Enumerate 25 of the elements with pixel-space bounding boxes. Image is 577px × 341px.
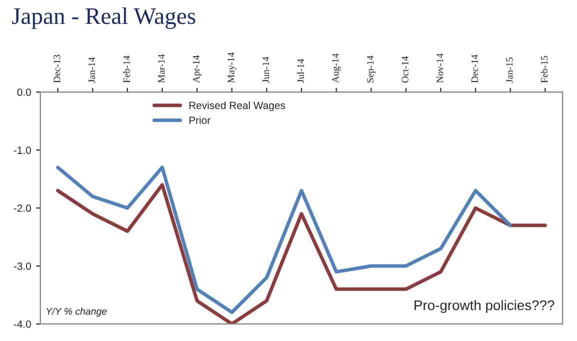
x-tick-label: Dec-14 [471, 54, 478, 83]
x-tick-label: Dec-13 [54, 54, 60, 83]
x-tick-label: Jan-14 [88, 57, 96, 83]
legend-label: Prior [189, 116, 210, 124]
y-tick-label: -3.0 [14, 262, 31, 270]
x-tick-label: May-14 [228, 52, 236, 83]
legend-label: Revised Real Wages [189, 101, 286, 112]
x-tick-label: Oct-14 [402, 56, 408, 83]
y-tick-label: -1.0 [14, 146, 31, 154]
x-tick-label: Jun-14 [262, 56, 270, 83]
annotation: Pro-growth policies??? [414, 300, 554, 313]
x-tick-label: Jul-14 [297, 58, 304, 83]
x-tick-label: Sep-14 [367, 56, 376, 82]
y-tick-label: -2.0 [14, 204, 31, 212]
chart-title: Japan - Real Wages [12, 7, 196, 29]
x-tick-label: Aug-14 [332, 53, 341, 83]
x-tick-label: Apr-14 [192, 55, 202, 83]
y-tick-label: 0.0 [17, 88, 31, 96]
annotation: Y/Y % change [46, 308, 107, 317]
x-tick-label: Feb-14 [123, 56, 130, 83]
x-tick-label: Feb-15 [540, 56, 548, 83]
x-tick-label: Nov-14 [436, 53, 444, 83]
x-tick-label: Mar-14 [158, 54, 165, 83]
y-tick-label: -4.0 [14, 320, 31, 328]
x-tick-label: Jan-15 [506, 58, 513, 83]
